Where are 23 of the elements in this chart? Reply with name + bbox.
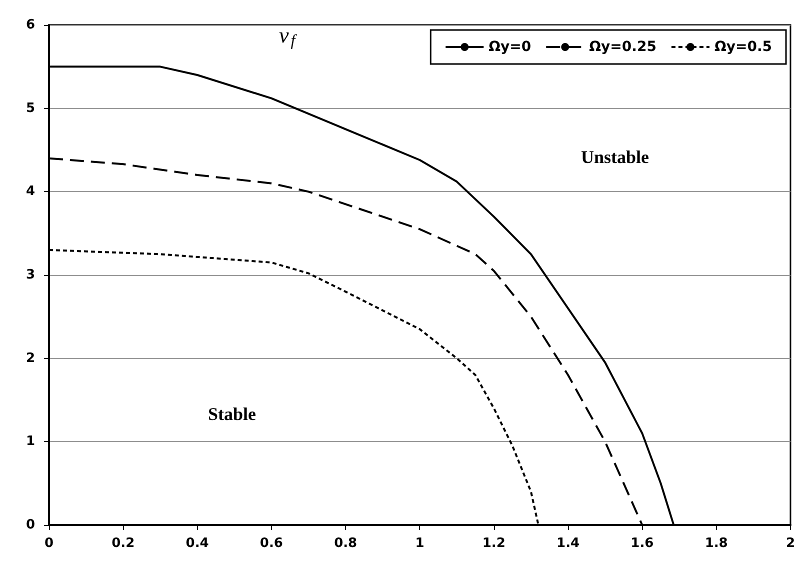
x-tick-label: 1.8 bbox=[704, 536, 728, 551]
x-tick-label: 0.8 bbox=[334, 536, 358, 551]
x-tick-label: 1.6 bbox=[630, 536, 654, 551]
legend-label: Ωy=0.5 bbox=[714, 39, 772, 55]
y-tick-label: 3 bbox=[26, 268, 35, 282]
annotation: Stable bbox=[208, 404, 256, 424]
y-tick-label: 5 bbox=[26, 100, 35, 116]
x-tick-label: 0 bbox=[44, 536, 54, 551]
x-tick-label: 0.6 bbox=[260, 536, 283, 551]
y-tick-label: 0 bbox=[26, 518, 35, 532]
y-tick-label: 2 bbox=[26, 350, 35, 366]
x-tick-label: 1.2 bbox=[482, 536, 506, 551]
x-tick-label: 0.4 bbox=[186, 536, 209, 551]
x-tick-label: 0.2 bbox=[112, 536, 135, 551]
legend-label: Ωy=0 bbox=[488, 39, 532, 55]
x-tick-label: 1.4 bbox=[556, 536, 580, 551]
x-tick-label: 1 bbox=[415, 536, 424, 551]
y-tick-label: 6 bbox=[26, 18, 35, 32]
y-tick-label: 4 bbox=[26, 184, 35, 200]
x-tick-label: 2 bbox=[786, 536, 795, 551]
legend-label: Ωy=0.25 bbox=[589, 39, 656, 55]
annotation: Unstable bbox=[581, 147, 650, 167]
y-tick-label: 1 bbox=[26, 434, 35, 450]
